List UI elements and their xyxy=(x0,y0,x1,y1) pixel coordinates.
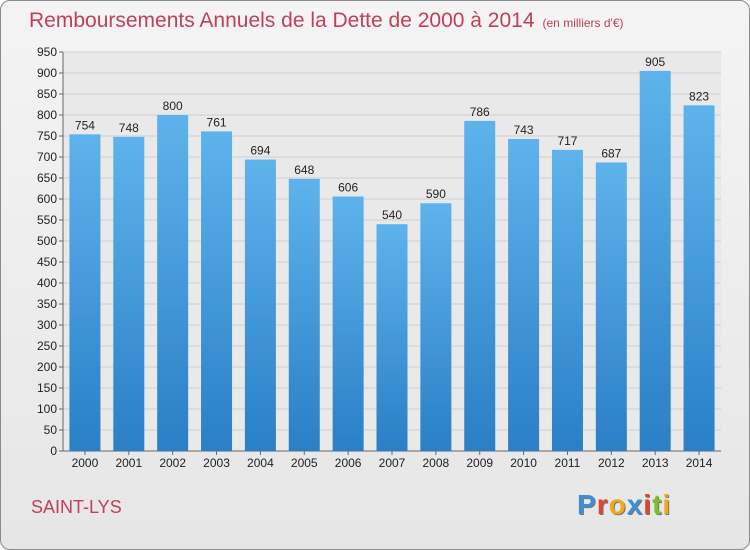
x-tick-label-2003: 2003 xyxy=(203,456,230,470)
bar-2006 xyxy=(332,196,364,451)
data-label-2006: 606 xyxy=(338,180,358,194)
y-tick-label: 750 xyxy=(37,129,57,143)
y-tick-label: 850 xyxy=(37,87,57,101)
y-tick-label: 550 xyxy=(37,213,57,227)
y-tick-label: 0 xyxy=(50,444,57,458)
data-label-2003: 761 xyxy=(207,115,227,129)
logo-letter: x xyxy=(626,489,644,520)
bar-2000 xyxy=(69,134,101,451)
logo-letter: o xyxy=(608,489,627,520)
chart-title-text: Remboursements Annuels de la Dette de 20… xyxy=(29,9,535,32)
chart-unit: (en milliers d'€) xyxy=(542,16,624,30)
y-tick-label: 400 xyxy=(37,276,57,290)
data-label-2014: 823 xyxy=(689,89,709,103)
logo-letter: P xyxy=(577,489,597,520)
data-label-2008: 590 xyxy=(426,187,446,201)
y-tick-label: 950 xyxy=(37,45,57,59)
proxiti-logo[interactable]: Proxiti xyxy=(577,489,671,521)
y-tick-label: 350 xyxy=(37,297,57,311)
bar-2009 xyxy=(464,120,496,451)
bar-2003 xyxy=(201,131,233,451)
y-tick-label: 650 xyxy=(37,171,57,185)
data-label-2007: 540 xyxy=(382,208,402,222)
bar-2012 xyxy=(595,162,627,451)
data-label-2002: 800 xyxy=(163,99,183,113)
y-tick-label: 300 xyxy=(37,318,57,332)
x-tick-label-2014: 2014 xyxy=(686,456,713,470)
x-tick-label-2009: 2009 xyxy=(466,456,493,470)
y-tick-label: 900 xyxy=(37,66,57,80)
y-tick-label: 100 xyxy=(37,402,57,416)
logo-letter: r xyxy=(596,489,609,520)
y-tick-label: 500 xyxy=(37,234,57,248)
data-label-2009: 786 xyxy=(470,105,490,119)
y-tick-label: 800 xyxy=(37,108,57,122)
data-label-2000: 754 xyxy=(75,118,95,132)
x-tick-label-2013: 2013 xyxy=(642,456,669,470)
data-label-2005: 648 xyxy=(294,163,314,177)
y-tick-label: 50 xyxy=(44,423,58,437)
x-tick-label-2010: 2010 xyxy=(510,456,537,470)
bar-2011 xyxy=(551,149,583,452)
y-tick-label: 600 xyxy=(37,192,57,206)
data-label-2011: 717 xyxy=(557,134,577,148)
data-label-2010: 743 xyxy=(514,123,534,137)
x-tick-label-2001: 2001 xyxy=(115,456,142,470)
bar-2014 xyxy=(683,105,715,451)
bar-2001 xyxy=(113,136,145,451)
y-tick-label: 450 xyxy=(37,255,57,269)
logo-letter: t xyxy=(652,489,663,520)
bar-2010 xyxy=(508,138,540,451)
bar-2013 xyxy=(639,70,671,452)
y-tick-label: 250 xyxy=(37,339,57,353)
x-tick-label-2002: 2002 xyxy=(159,456,186,470)
y-tick-label: 700 xyxy=(37,150,57,164)
bar-2008 xyxy=(420,203,452,451)
x-tick-label-2012: 2012 xyxy=(598,456,625,470)
y-tick-label: 150 xyxy=(37,381,57,395)
data-label-2012: 687 xyxy=(601,146,621,160)
x-tick-label-2005: 2005 xyxy=(291,456,318,470)
x-tick-label-2004: 2004 xyxy=(247,456,274,470)
y-tick-label: 200 xyxy=(37,360,57,374)
data-label-2001: 748 xyxy=(119,121,139,135)
x-tick-label-2008: 2008 xyxy=(423,456,450,470)
location-name: SAINT-LYS xyxy=(31,497,122,517)
logo-letter: i xyxy=(643,489,653,520)
x-tick-label-2011: 2011 xyxy=(555,456,581,470)
bar-2005 xyxy=(288,178,320,451)
bar-2002 xyxy=(157,115,189,451)
bar-2004 xyxy=(244,159,276,451)
chart-title: Remboursements Annuels de la Dette de 20… xyxy=(29,9,624,33)
x-tick-label-2007: 2007 xyxy=(379,456,406,470)
bar-2007 xyxy=(376,224,408,451)
x-tick-label-2000: 2000 xyxy=(72,456,99,470)
logo-letter: i xyxy=(662,489,672,520)
data-label-2004: 694 xyxy=(250,144,270,158)
x-tick-label-2006: 2006 xyxy=(335,456,362,470)
data-label-2013: 905 xyxy=(645,55,665,69)
